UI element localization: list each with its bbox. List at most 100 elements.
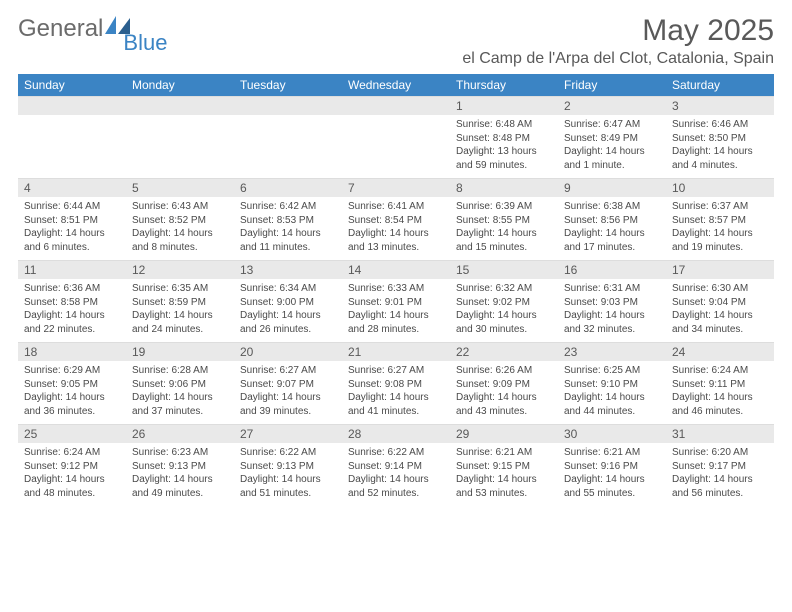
day-cell: Sunrise: 6:39 AMSunset: 8:55 PMDaylight:… (450, 197, 558, 260)
sunset-text: Sunset: 8:56 PM (564, 214, 660, 228)
sunrise-text: Sunrise: 6:38 AM (564, 200, 660, 214)
brand-part2: Blue (123, 30, 167, 56)
week-row: Sunrise: 6:48 AMSunset: 8:48 PM Daylight:… (18, 115, 774, 178)
daylight-text: Daylight: 14 hours and 15 minutes. (456, 227, 552, 254)
weekday-label: Sunday (18, 74, 126, 96)
day-number: 27 (234, 424, 342, 443)
sunset-text: Sunset: 8:57 PM (672, 214, 768, 228)
daylight-text: Daylight: 14 hours and 48 minutes. (24, 473, 120, 500)
sunset-text: Sunset: 8:49 PM (564, 132, 660, 146)
sunset-text: Sunset: 9:08 PM (348, 378, 444, 392)
day-number: 15 (450, 260, 558, 279)
day-number: 2 (558, 96, 666, 115)
sunset-text: Sunset: 8:55 PM (456, 214, 552, 228)
daylight-text: Daylight: 14 hours and 26 minutes. (240, 309, 336, 336)
day-number: 4 (18, 178, 126, 197)
day-number-row: 11121314151617 (18, 260, 774, 279)
daylight-text: Daylight: 14 hours and 19 minutes. (672, 227, 768, 254)
sunset-text: Sunset: 8:52 PM (132, 214, 228, 228)
day-cell: Sunrise: 6:25 AMSunset: 9:10 PMDaylight:… (558, 361, 666, 424)
sunrise-text: Sunrise: 6:48 AM (456, 118, 552, 132)
day-number: 23 (558, 342, 666, 361)
daylight-text: Daylight: 14 hours and 28 minutes. (348, 309, 444, 336)
sunset-text: Sunset: 9:06 PM (132, 378, 228, 392)
day-number: 6 (234, 178, 342, 197)
day-number: 9 (558, 178, 666, 197)
day-cell: Sunrise: 6:24 AMSunset: 9:12 PMDaylight:… (18, 443, 126, 506)
header: General Blue May 2025 el Camp de l'Arpa … (18, 14, 774, 68)
day-number: 14 (342, 260, 450, 279)
daylight-text: Daylight: 14 hours and 36 minutes. (24, 391, 120, 418)
day-number: 5 (126, 178, 234, 197)
sunrise-text: Sunrise: 6:22 AM (240, 446, 336, 460)
location-text: el Camp de l'Arpa del Clot, Catalonia, S… (462, 50, 774, 68)
day-cell: Sunrise: 6:23 AMSunset: 9:13 PMDaylight:… (126, 443, 234, 506)
daylight-text: Daylight: 14 hours and 32 minutes. (564, 309, 660, 336)
weekday-header: Sunday Monday Tuesday Wednesday Thursday… (18, 74, 774, 96)
sunset-text: Sunset: 8:54 PM (348, 214, 444, 228)
day-number: 25 (18, 424, 126, 443)
day-number (342, 96, 450, 115)
daylight-text: Daylight: 14 hours and 17 minutes. (564, 227, 660, 254)
weeks-container: 123Sunrise: 6:48 AMSunset: 8:48 PMDaylig… (18, 96, 774, 506)
weekday-label: Friday (558, 74, 666, 96)
day-cell: Sunrise: 6:43 AMSunset: 8:52 PMDaylight:… (126, 197, 234, 260)
day-cell: Sunrise: 6:22 AMSunset: 9:14 PMDaylight:… (342, 443, 450, 506)
sunset-text: Sunset: 9:15 PM (456, 460, 552, 474)
daylight-text: Daylight: 14 hours and 55 minutes. (564, 473, 660, 500)
day-cell: Sunrise: 6:37 AMSunset: 8:57 PMDaylight:… (666, 197, 774, 260)
sunrise-text: Sunrise: 6:21 AM (564, 446, 660, 460)
daylight-text: Daylight: 14 hours and 56 minutes. (672, 473, 768, 500)
sunrise-text: Sunrise: 6:29 AM (24, 364, 120, 378)
day-cell: Sunrise: 6:27 AMSunset: 9:08 PMDaylight:… (342, 361, 450, 424)
sunrise-text: Sunrise: 6:22 AM (348, 446, 444, 460)
day-cell (234, 115, 342, 178)
sunset-text: Sunset: 9:10 PM (564, 378, 660, 392)
sunset-text: Sunset: 8:51 PM (24, 214, 120, 228)
sunset-text: Sunset: 9:04 PM (672, 296, 768, 310)
calendar-grid: Sunday Monday Tuesday Wednesday Thursday… (18, 74, 774, 506)
daylight-text: Daylight: 14 hours and 41 minutes. (348, 391, 444, 418)
day-number: 1 (450, 96, 558, 115)
day-cell: Sunrise: 6:20 AMSunset: 9:17 PMDaylight:… (666, 443, 774, 506)
day-cell: Sunrise: 6:26 AMSunset: 9:09 PMDaylight:… (450, 361, 558, 424)
sunset-text: Sunset: 8:48 PM (456, 132, 552, 146)
day-cell: Sunrise: 6:46 AMSunset: 8:50 PMDaylight:… (666, 115, 774, 178)
daylight-text: Daylight: 14 hours and 51 minutes. (240, 473, 336, 500)
sunrise-text: Sunrise: 6:42 AM (240, 200, 336, 214)
sunrise-text: Sunrise: 6:37 AM (672, 200, 768, 214)
day-number: 30 (558, 424, 666, 443)
daylight-text: Daylight: 14 hours and 37 minutes. (132, 391, 228, 418)
day-number: 28 (342, 424, 450, 443)
sunset-text: Sunset: 9:13 PM (132, 460, 228, 474)
sunset-text: Sunset: 8:50 PM (672, 132, 768, 146)
day-number: 29 (450, 424, 558, 443)
weekday-label: Saturday (666, 74, 774, 96)
sunset-text: Sunset: 9:13 PM (240, 460, 336, 474)
sunrise-text: Sunrise: 6:28 AM (132, 364, 228, 378)
sunrise-text: Sunrise: 6:20 AM (672, 446, 768, 460)
sunrise-text: Sunrise: 6:47 AM (564, 118, 660, 132)
sunrise-text: Sunrise: 6:27 AM (240, 364, 336, 378)
day-cell: Sunrise: 6:48 AMSunset: 8:48 PMDaylight:… (450, 115, 558, 178)
day-number: 3 (666, 96, 774, 115)
day-cell: Sunrise: 6:29 AMSunset: 9:05 PMDaylight:… (18, 361, 126, 424)
day-cell: Sunrise: 6:21 AMSunset: 9:15 PMDaylight:… (450, 443, 558, 506)
sunrise-text: Sunrise: 6:27 AM (348, 364, 444, 378)
sunrise-text: Sunrise: 6:25 AM (564, 364, 660, 378)
sunset-text: Sunset: 9:14 PM (348, 460, 444, 474)
day-cell: Sunrise: 6:44 AMSunset: 8:51 PMDaylight:… (18, 197, 126, 260)
day-cell: Sunrise: 6:42 AMSunset: 8:53 PMDaylight:… (234, 197, 342, 260)
day-number: 20 (234, 342, 342, 361)
daylight-text: Daylight: 14 hours and 52 minutes. (348, 473, 444, 500)
sunset-text: Sunset: 8:53 PM (240, 214, 336, 228)
sunrise-text: Sunrise: 6:24 AM (24, 446, 120, 460)
day-cell: Sunrise: 6:34 AMSunset: 9:00 PMDaylight:… (234, 279, 342, 342)
daylight-text: Daylight: 14 hours and 4 minutes. (672, 145, 768, 172)
day-number (18, 96, 126, 115)
daylight-text: Daylight: 14 hours and 6 minutes. (24, 227, 120, 254)
daylight-text: Daylight: 14 hours and 13 minutes. (348, 227, 444, 254)
sunrise-text: Sunrise: 6:44 AM (24, 200, 120, 214)
weekday-label: Monday (126, 74, 234, 96)
day-cell: Sunrise: 6:32 AMSunset: 9:02 PMDaylight:… (450, 279, 558, 342)
